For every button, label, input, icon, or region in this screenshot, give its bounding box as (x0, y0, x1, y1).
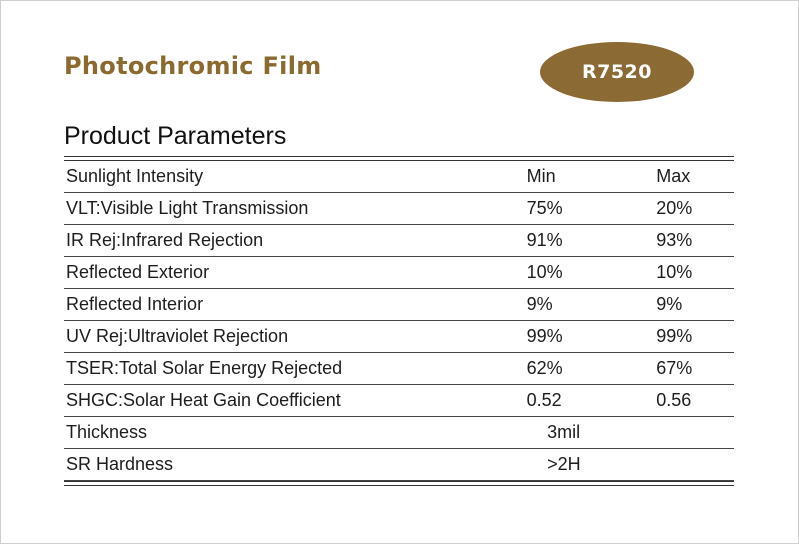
row-label: VLT:Visible Light Transmission (66, 198, 309, 218)
row-label: Thickness (66, 422, 148, 442)
row-value: >2H (547, 454, 581, 474)
table-row-hardness: SR Hardness >2H (64, 449, 734, 481)
header-min: Min (526, 166, 556, 186)
table-row-thickness: Thickness 3mil (64, 417, 734, 449)
row-label: Reflected Interior (66, 294, 204, 314)
row-value: 3mil (547, 422, 581, 442)
row-label: TSER:Total Solar Energy Rejected (66, 358, 343, 378)
table-row: IR Rej:Infrared Rejection 91% 93% (64, 225, 734, 257)
brand-title: Photochromic Film (64, 52, 322, 80)
row-min: 0.52 (526, 390, 562, 410)
row-max: 93% (656, 230, 693, 250)
row-max: 9% (656, 294, 683, 314)
row-max: 67% (656, 358, 693, 378)
row-min: 75% (526, 198, 563, 218)
section-title: Product Parameters (64, 122, 287, 150)
table-row: SHGC:Solar Heat Gain Coefficient 0.52 0.… (64, 385, 734, 417)
parameters-table: Sunlight Intensity Min Max VLT:Visible L… (64, 156, 734, 486)
row-max: 20% (656, 198, 693, 218)
row-min: 91% (526, 230, 563, 250)
row-max: 99% (656, 326, 693, 346)
table-top-rule (64, 156, 734, 161)
table-bottom-rule (64, 481, 734, 486)
row-label: Reflected Exterior (66, 262, 210, 282)
table-row: Reflected Interior 9% 9% (64, 289, 734, 321)
table-row: TSER:Total Solar Energy Rejected 62% 67% (64, 353, 734, 385)
row-label: IR Rej:Infrared Rejection (66, 230, 264, 250)
model-badge: R7520 (540, 42, 694, 102)
table-row: Reflected Exterior 10% 10% (64, 257, 734, 289)
row-label: SR Hardness (66, 454, 174, 474)
row-min: 9% (526, 294, 553, 314)
row-min: 10% (526, 262, 563, 282)
row-min: 62% (526, 358, 563, 378)
row-max: 10% (656, 262, 693, 282)
table-header-row: Sunlight Intensity Min Max (64, 161, 734, 193)
row-min: 99% (526, 326, 563, 346)
table-row: VLT:Visible Light Transmission 75% 20% (64, 193, 734, 225)
table-row: UV Rej:Ultraviolet Rejection 99% 99% (64, 321, 734, 353)
header-label: Sunlight Intensity (66, 166, 204, 186)
row-max: 0.56 (656, 390, 692, 410)
row-label: UV Rej:Ultraviolet Rejection (66, 326, 289, 346)
header-max: Max (656, 166, 691, 186)
row-label: SHGC:Solar Heat Gain Coefficient (66, 390, 341, 410)
